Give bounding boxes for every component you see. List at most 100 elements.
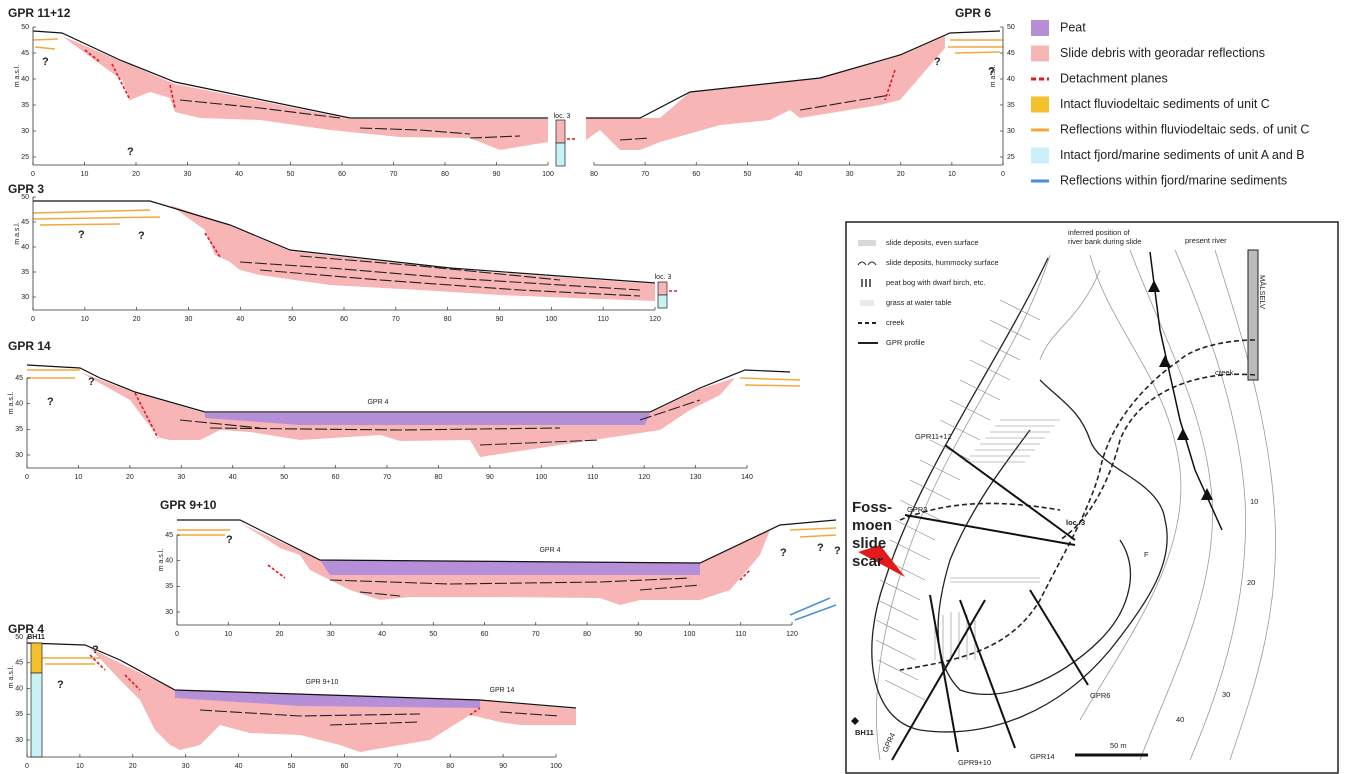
legend-swatch bbox=[1031, 20, 1049, 36]
fluviodeltaic-reflection bbox=[33, 39, 58, 40]
page: 0102030405060708090100253035404550m a.s.… bbox=[0, 0, 1354, 774]
column-fluviodeltaic bbox=[31, 643, 42, 673]
map-legend-label: slide deposits, even surface bbox=[886, 238, 979, 247]
profile-annotation: GPR 9+10 bbox=[306, 679, 339, 686]
x-tick-label: 90 bbox=[499, 763, 507, 770]
x-tick-label: 10 bbox=[81, 171, 89, 178]
x-tick-label: 60 bbox=[341, 763, 349, 770]
x-tick-label: 60 bbox=[692, 171, 700, 178]
x-tick-label: 90 bbox=[634, 631, 642, 638]
x-tick-label: 140 bbox=[741, 474, 753, 481]
y-tick-label: 35 bbox=[21, 102, 29, 109]
x-tick-label: 0 bbox=[25, 763, 29, 770]
x-tick-label: 30 bbox=[177, 474, 185, 481]
x-tick-label: 30 bbox=[185, 316, 193, 323]
fluviodeltaic-reflection bbox=[33, 217, 160, 219]
x-tick-label: 70 bbox=[532, 631, 540, 638]
y-tick-label: 40 bbox=[21, 244, 29, 251]
profile: 01020304050607080901001101203035404550m … bbox=[8, 182, 678, 323]
scar-label: moen bbox=[852, 517, 892, 534]
x-tick-label: 10 bbox=[948, 171, 956, 178]
legend-label: Peat bbox=[1060, 20, 1086, 34]
y-tick-label: 35 bbox=[165, 583, 173, 590]
map-label: GPR3 bbox=[907, 505, 927, 514]
map-legend-label: peat bog with dwarf birch, etc. bbox=[886, 278, 986, 287]
x-tick-label: 70 bbox=[641, 171, 649, 178]
column-marine bbox=[556, 143, 565, 166]
y-tick-label: 45 bbox=[21, 219, 29, 226]
fluviodeltaic-reflection bbox=[800, 535, 836, 537]
fluviodeltaic-reflection bbox=[955, 52, 1000, 53]
profile-title: GPR 9+10 bbox=[160, 498, 217, 512]
column-debris bbox=[556, 120, 565, 143]
question-mark: ? bbox=[92, 644, 99, 656]
map-label: 10 bbox=[1250, 497, 1258, 506]
y-tick-label: 25 bbox=[21, 154, 29, 161]
map-label: 50 m bbox=[1110, 741, 1127, 750]
x-tick-label: 50 bbox=[429, 631, 437, 638]
x-tick-label: 70 bbox=[392, 316, 400, 323]
profile-annotation: BH11 bbox=[27, 634, 45, 641]
legend-label: Intact fjord/marine sediments of unit A … bbox=[1060, 148, 1305, 162]
question-mark: ? bbox=[42, 56, 49, 68]
x-tick-label: 40 bbox=[229, 474, 237, 481]
profile: 0102030405060708090100253035404550m a.s.… bbox=[8, 6, 576, 178]
x-tick-label: 0 bbox=[175, 631, 179, 638]
map-label: 20 bbox=[1247, 578, 1255, 587]
x-tick-label: 50 bbox=[288, 763, 296, 770]
x-tick-label: 20 bbox=[133, 316, 141, 323]
x-tick-label: 100 bbox=[684, 631, 696, 638]
profile-title: GPR 3 bbox=[8, 182, 44, 196]
profile-annotation: loc. 3 bbox=[655, 274, 672, 281]
y-tick-label: 35 bbox=[21, 269, 29, 276]
x-tick-label: 40 bbox=[235, 171, 243, 178]
slide-debris bbox=[170, 205, 655, 301]
legend-swatch bbox=[1031, 46, 1049, 62]
x-tick-label: 0 bbox=[31, 316, 35, 323]
y-tick-label: 30 bbox=[15, 737, 23, 744]
profile: 01020304050607080901003035404550m a.s.l.… bbox=[8, 622, 576, 770]
x-tick-label: 100 bbox=[535, 474, 547, 481]
map-label: MÅLSELV bbox=[1258, 275, 1267, 309]
map-legend-label: slide deposits, hummocky surface bbox=[886, 258, 999, 267]
y-tick-label: 40 bbox=[15, 401, 23, 408]
y-tick-label: 45 bbox=[21, 50, 29, 57]
map-label: inferred position of bbox=[1068, 228, 1131, 237]
x-tick-label: 70 bbox=[383, 474, 391, 481]
map-legend-label: creek bbox=[886, 318, 905, 327]
profile-annotation: GPR 4 bbox=[539, 547, 560, 554]
x-tick-label: 20 bbox=[129, 763, 137, 770]
x-tick-label: 40 bbox=[795, 171, 803, 178]
question-mark: ? bbox=[78, 229, 85, 241]
ground-surface bbox=[33, 31, 548, 118]
x-tick-label: 0 bbox=[31, 171, 35, 178]
x-tick-label: 70 bbox=[393, 763, 401, 770]
y-tick-label: 30 bbox=[15, 452, 23, 459]
question-mark: ? bbox=[127, 146, 134, 158]
x-tick-label: 10 bbox=[75, 474, 83, 481]
column-marine bbox=[658, 295, 667, 308]
x-tick-label: 10 bbox=[224, 631, 232, 638]
x-tick-label: 20 bbox=[126, 474, 134, 481]
map-label: GPR9+10 bbox=[958, 758, 991, 767]
figure: 0102030405060708090100253035404550m a.s.… bbox=[0, 0, 1354, 774]
y-axis-label: m a.s.l. bbox=[14, 222, 21, 245]
x-tick-label: 30 bbox=[182, 763, 190, 770]
x-tick-label: 30 bbox=[327, 631, 335, 638]
map-label: 30 bbox=[1222, 690, 1230, 699]
x-tick-label: 60 bbox=[332, 474, 340, 481]
x-tick-label: 100 bbox=[545, 316, 557, 323]
column-marine bbox=[31, 673, 42, 757]
map-label: loc. 3 bbox=[1066, 518, 1085, 527]
map-label: present river bbox=[1185, 236, 1227, 245]
x-tick-label: 80 bbox=[435, 474, 443, 481]
map-label: GPR14 bbox=[1030, 752, 1055, 761]
question-mark: ? bbox=[934, 56, 941, 68]
profile: 0102030405060708090100110120130140303540… bbox=[8, 339, 800, 481]
x-tick-label: 130 bbox=[690, 474, 702, 481]
map-label: 40 bbox=[1176, 715, 1184, 724]
marine-reflection bbox=[790, 598, 830, 615]
legend-label: Intact fluviodeltaic sediments of unit C bbox=[1060, 97, 1270, 111]
profile-annotation: GPR 4 bbox=[367, 399, 388, 406]
x-tick-label: 90 bbox=[493, 171, 501, 178]
